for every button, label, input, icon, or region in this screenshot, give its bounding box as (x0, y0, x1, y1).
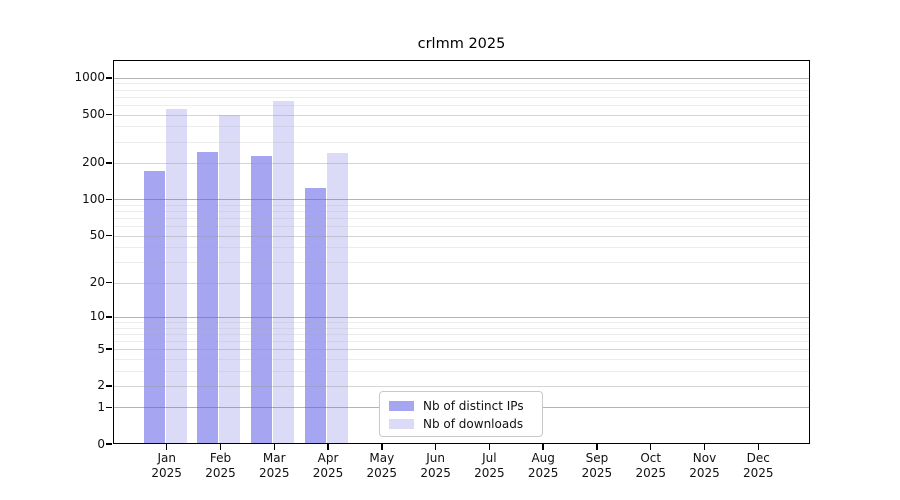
gridline-minor (113, 333, 810, 335)
bar-distinct-ips (251, 155, 273, 444)
y-tick-mark (106, 406, 112, 408)
gridline-minor (113, 126, 810, 128)
legend-item-distinct-ips: Nb of distinct IPs (380, 397, 542, 415)
x-tick-mark (434, 444, 437, 450)
plot-area (113, 60, 810, 444)
y-tick-label: 2 (97, 378, 105, 393)
gridline-minor (113, 141, 810, 143)
x-tick-label: Sep 2025 (581, 451, 613, 480)
x-tick-mark (596, 444, 598, 450)
x-tick-label: Jun 2025 (420, 451, 451, 480)
y-tick-mark (106, 162, 112, 164)
x-tick-label: Jan 2025 (151, 451, 182, 480)
x-tick-label: Apr 2025 (312, 451, 344, 480)
bar-distinct-ips (197, 152, 219, 444)
gridline-major (113, 349, 810, 351)
y-tick-mark (106, 316, 112, 318)
y-tick-mark (106, 234, 112, 237)
gridline-minor (113, 89, 810, 91)
y-tick-label: 10 (89, 309, 105, 324)
gridline-minor (113, 226, 810, 228)
gridline-minor (113, 321, 810, 323)
legend-swatch-downloads-icon (389, 419, 414, 429)
gridline-major (113, 162, 810, 164)
gridline-minor (113, 327, 810, 329)
y-tick-mark (106, 348, 112, 350)
x-tick-mark (488, 444, 491, 450)
gridline-minor (113, 83, 810, 85)
y-tick-mark (106, 113, 112, 116)
legend-label-downloads: Nb of downloads (423, 417, 524, 431)
gridline-minor (113, 340, 810, 342)
x-tick-mark (381, 444, 383, 450)
bar-distinct-ips (143, 171, 165, 444)
gridline-major (113, 282, 810, 284)
gridline-minor (113, 261, 810, 263)
bar-downloads (219, 114, 241, 444)
y-tick-label: 500 (82, 107, 105, 121)
legend-item-downloads: Nb of downloads (380, 415, 542, 433)
x-tick-label: Dec 2025 (742, 451, 774, 480)
y-tick-label: 20 (89, 275, 105, 290)
gridline-major (113, 199, 810, 201)
y-tick-mark (106, 443, 112, 445)
gridline-minor (113, 358, 810, 360)
x-tick-mark (273, 444, 275, 450)
legend-swatch-distinct-ips-icon (389, 401, 414, 411)
gridline-major (113, 114, 810, 116)
y-tick-label: 100 (82, 191, 105, 206)
bar-distinct-ips (305, 187, 327, 444)
bar-downloads (327, 153, 349, 444)
gridline-major (113, 316, 810, 318)
x-tick-mark (542, 444, 544, 450)
x-tick-mark (757, 444, 760, 450)
bar-downloads (165, 109, 187, 444)
gridline-major (113, 235, 810, 237)
y-tick-label: 1000 (74, 70, 105, 85)
y-tick-mark (106, 198, 112, 201)
gridline-minor (113, 218, 810, 220)
gridline-minor (113, 104, 810, 106)
x-tick-label: Mar 2025 (258, 451, 290, 480)
y-tick-mark (106, 385, 112, 387)
x-tick-label: Oct 2025 (635, 451, 666, 480)
y-tick-label: 0 (97, 436, 105, 451)
y-tick-label: 5 (97, 341, 105, 356)
x-tick-label: Feb 2025 (205, 451, 236, 480)
chart-title: crlmm 2025 (417, 36, 506, 52)
y-tick-mark (106, 77, 112, 79)
bar-downloads (273, 101, 295, 444)
y-tick-mark (106, 281, 112, 284)
x-tick-mark (165, 444, 168, 450)
y-tick-label: 1 (97, 399, 105, 414)
x-tick-label: Aug 2025 (527, 451, 559, 480)
gridline-minor (113, 370, 810, 372)
x-tick-mark (649, 444, 652, 450)
legend: Nb of distinct IPs Nb of downloads (379, 391, 543, 437)
gridline-minor (113, 211, 810, 213)
y-tick-label: 200 (82, 155, 105, 170)
x-tick-label: Nov 2025 (689, 451, 720, 480)
x-tick-mark (219, 444, 222, 450)
gridline-major (113, 385, 810, 387)
gridline-minor (113, 204, 810, 206)
x-tick-mark (327, 444, 329, 450)
y-tick-label: 50 (89, 228, 105, 243)
x-tick-mark (703, 444, 706, 450)
gridline-major (113, 77, 810, 79)
gridline-minor (113, 247, 810, 249)
x-tick-label: May 2025 (366, 451, 398, 480)
x-tick-label: Jul 2025 (474, 451, 505, 480)
legend-label-distinct-ips: Nb of distinct IPs (423, 399, 524, 413)
gridline-minor (113, 96, 810, 98)
